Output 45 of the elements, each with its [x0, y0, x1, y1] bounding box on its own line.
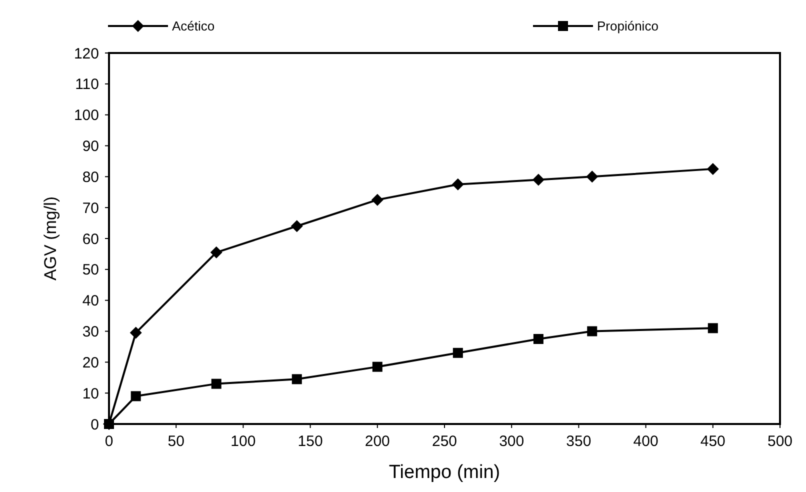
y-tick-label: 30	[82, 324, 99, 340]
y-axis-title: AGV (mg/l)	[41, 196, 60, 281]
point	[452, 178, 464, 190]
legend-label: Propiónico	[597, 18, 658, 34]
point	[586, 170, 598, 183]
y-tick-label: 100	[74, 107, 99, 124]
x-tick-label: 100	[230, 433, 256, 450]
point	[706, 162, 719, 175]
point	[452, 348, 463, 358]
legend-label: Acético	[172, 18, 215, 34]
point	[211, 378, 222, 389]
y-tick-label: 50	[82, 262, 99, 279]
y-tick-label: 110	[75, 76, 99, 94]
x-tick-label: 250	[432, 433, 458, 450]
y-tick-label: 120	[74, 45, 99, 62]
y-tick-label: 10	[82, 385, 99, 402]
point	[290, 220, 303, 232]
y-tick-label: 60	[82, 230, 99, 248]
x-tick-label: 500	[767, 433, 793, 450]
x-tick-label: 350	[566, 433, 592, 450]
point	[130, 326, 142, 339]
x-tick-label: 50	[168, 433, 184, 450]
y-tick-label: 40	[82, 292, 99, 310]
y-tick-label: 80	[82, 168, 99, 186]
x-tick-label: 450	[700, 433, 726, 450]
x-tick-label: 400	[633, 433, 658, 450]
x-axis-title: Tiempo (min)	[388, 462, 500, 483]
point	[210, 246, 222, 258]
point	[708, 323, 718, 334]
point	[532, 174, 544, 186]
point	[104, 419, 114, 429]
point	[372, 362, 382, 372]
point	[292, 374, 302, 384]
point	[371, 194, 384, 206]
point	[587, 326, 598, 336]
y-tick-label: 90	[82, 138, 99, 155]
point	[130, 391, 141, 402]
x-tick-label: 150	[298, 433, 323, 450]
x-tick-label: 300	[499, 433, 524, 450]
y-tick-label: 0	[90, 416, 99, 434]
point	[533, 334, 544, 344]
x-tick-label: 0	[104, 433, 114, 450]
y-tick-label: 70	[82, 200, 99, 217]
x-tick-label: 200	[364, 433, 390, 450]
y-tick-label: 20	[82, 354, 99, 372]
